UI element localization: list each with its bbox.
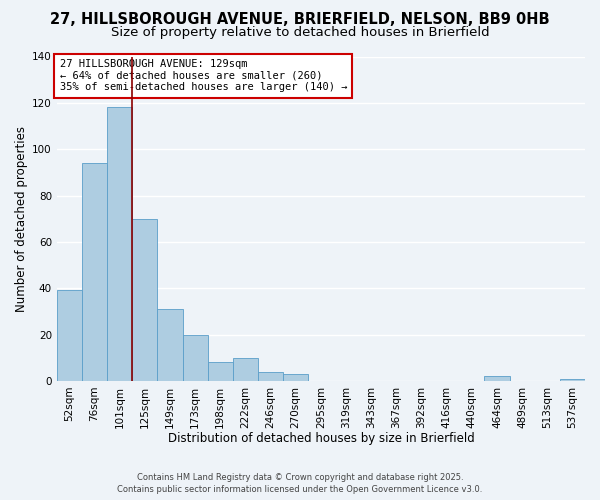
Bar (107, 108, 132, 381)
Text: Contains HM Land Registry data © Crown copyright and database right 2025.
Contai: Contains HM Land Registry data © Crown c… (118, 472, 482, 494)
Y-axis label: Number of detached properties: Number of detached properties (15, 126, 28, 312)
Bar (57, 290, 82, 381)
Bar (258, 372, 283, 381)
Bar (157, 309, 182, 381)
Bar (484, 376, 509, 381)
Bar (208, 362, 233, 381)
Text: 27 HILLSBOROUGH AVENUE: 129sqm
← 64% of detached houses are smaller (260)
35% of: 27 HILLSBOROUGH AVENUE: 129sqm ← 64% of … (59, 60, 347, 92)
Bar (82, 163, 107, 381)
Text: 27, HILLSBOROUGH AVENUE, BRIERFIELD, NELSON, BB9 0HB: 27, HILLSBOROUGH AVENUE, BRIERFIELD, NEL… (50, 12, 550, 28)
Bar (182, 334, 208, 381)
X-axis label: Distribution of detached houses by size in Brierfield: Distribution of detached houses by size … (167, 432, 474, 445)
Text: Size of property relative to detached houses in Brierfield: Size of property relative to detached ho… (110, 26, 490, 39)
Bar (560, 378, 585, 381)
Bar (132, 218, 157, 381)
Bar (283, 374, 308, 381)
Bar (233, 358, 258, 381)
